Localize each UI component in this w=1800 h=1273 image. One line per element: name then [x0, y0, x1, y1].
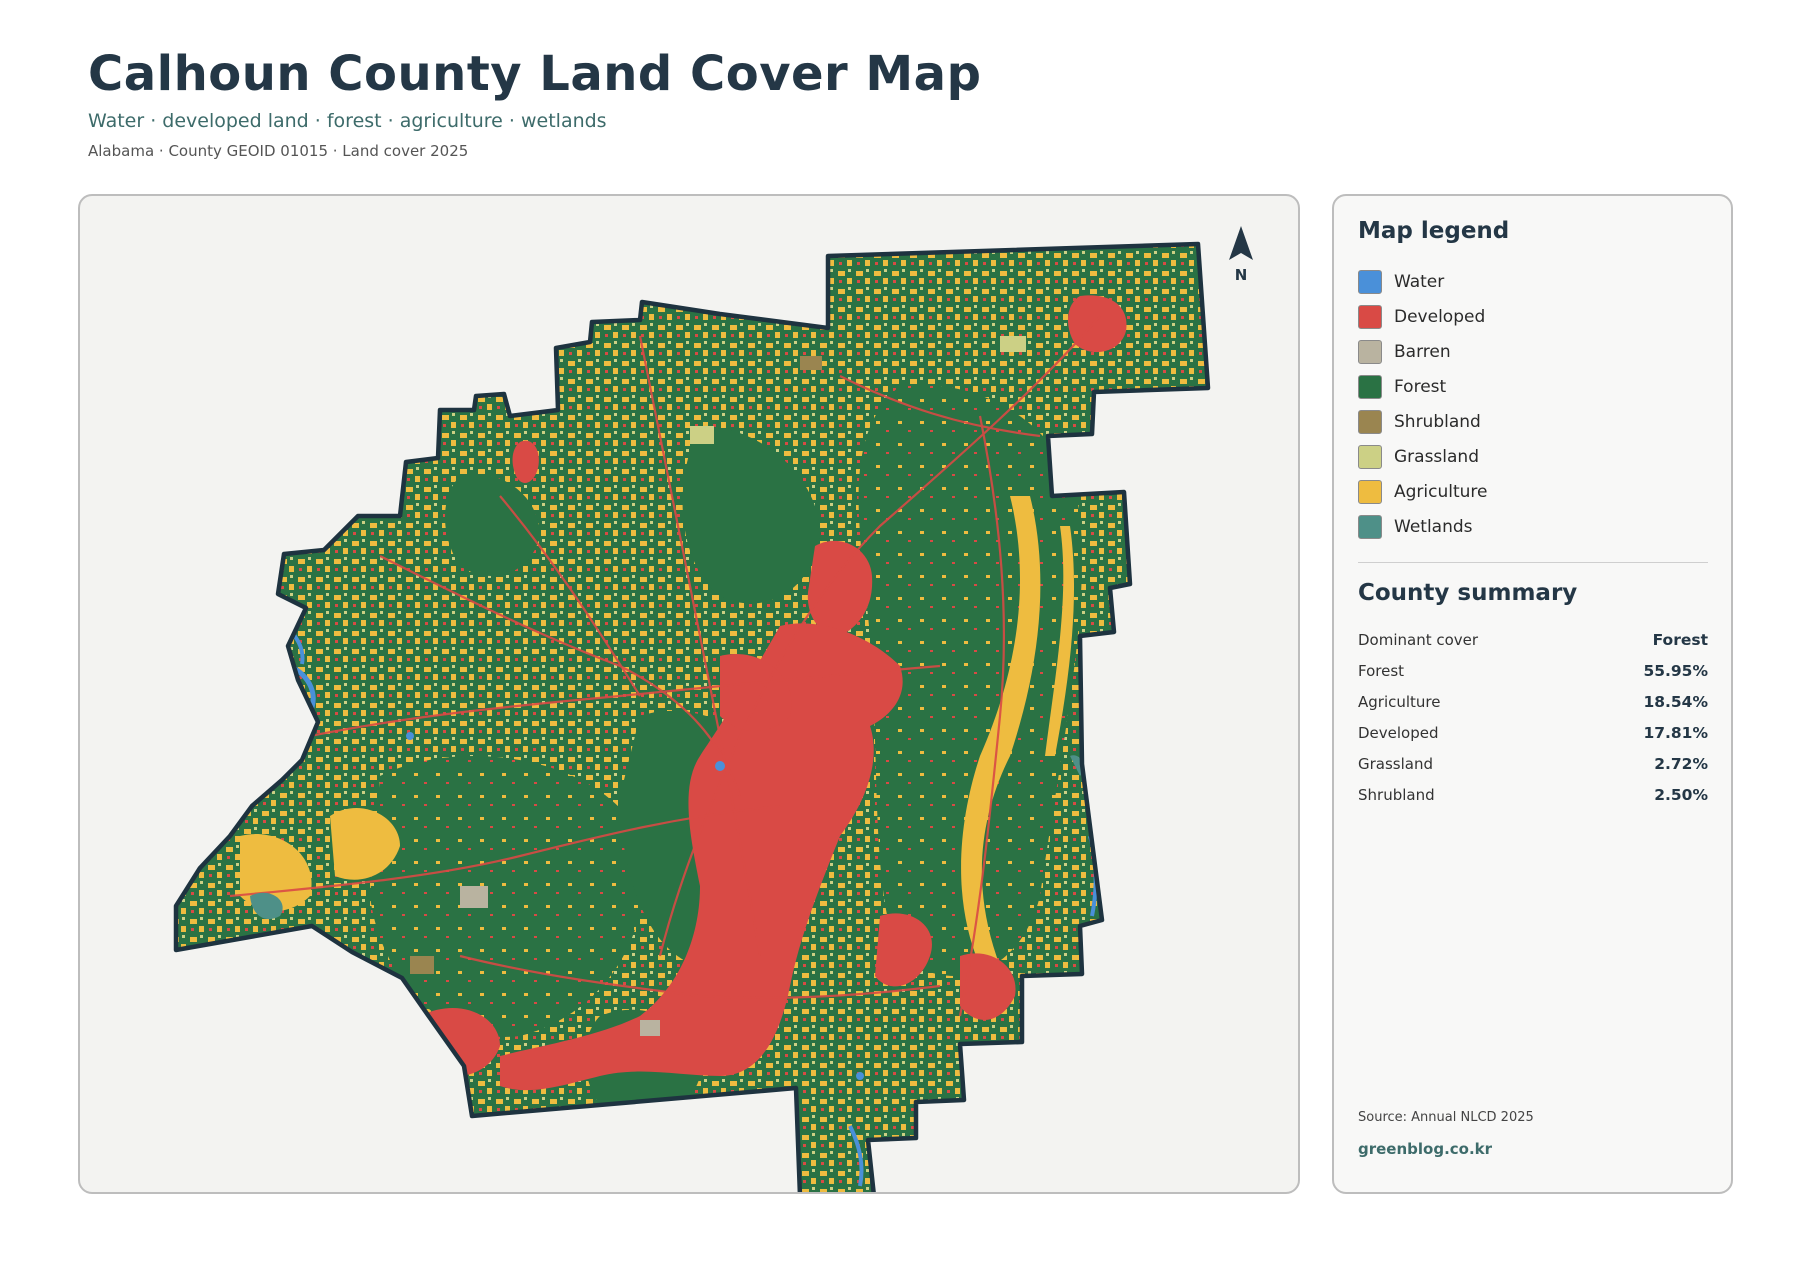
legend-label: Agriculture [1394, 481, 1488, 502]
agriculture-swatch [1358, 479, 1382, 504]
source-note: Source: Annual NLCD 2025 [1358, 1110, 1534, 1125]
summary-row: Shrubland 2.50% [1358, 779, 1708, 810]
north-arrow-icon [1229, 226, 1253, 260]
summary-row: Developed 17.81% [1358, 717, 1708, 748]
map-panel[interactable]: N [78, 194, 1300, 1194]
summary-key: Shrubland [1358, 785, 1435, 804]
legend-title: Map legend [1358, 218, 1510, 244]
legend-item-water: Water [1358, 264, 1488, 299]
summary-key: Forest [1358, 661, 1405, 680]
summary-value: 17.81% [1643, 723, 1708, 742]
summary-value: 2.72% [1654, 754, 1708, 773]
summary-value: 2.50% [1654, 785, 1708, 804]
land-cover-map[interactable] [80, 196, 1300, 1194]
page-title: Calhoun County Land Cover Map [88, 46, 982, 102]
water-swatch [1358, 269, 1382, 294]
legend-item-grassland: Grassland [1358, 439, 1488, 474]
forest-swatch [1358, 374, 1382, 399]
legend-label: Grassland [1394, 446, 1479, 467]
grassland-swatch [1358, 444, 1382, 469]
land-cover-raster [176, 244, 1208, 1192]
legend-label: Shrubland [1394, 411, 1481, 432]
legend-label: Wetlands [1394, 516, 1473, 537]
site-link[interactable]: greenblog.co.kr [1358, 1140, 1493, 1158]
summary-row: Agriculture 18.54% [1358, 686, 1708, 717]
legend-list: Water Developed Barren Forest Shrubland … [1358, 264, 1488, 544]
legend-label: Forest [1394, 376, 1447, 397]
legend-item-wetlands: Wetlands [1358, 509, 1488, 544]
legend-label: Barren [1394, 341, 1451, 362]
page-subtitle: Water · developed land · forest · agricu… [88, 110, 607, 132]
legend-label: Water [1394, 271, 1445, 292]
side-panel: Map legend Water Developed Barren Forest… [1332, 194, 1733, 1194]
legend-item-agriculture: Agriculture [1358, 474, 1488, 509]
header: Calhoun County Land Cover Map Water · de… [88, 46, 981, 160]
summary-key: Dominant cover [1358, 630, 1479, 649]
divider [1358, 562, 1708, 563]
summary-title: County summary [1358, 580, 1578, 606]
summary-value: 55.95% [1643, 661, 1708, 680]
shrubland-swatch [1358, 409, 1382, 434]
wetlands-swatch [1358, 514, 1382, 539]
north-label: N [1234, 266, 1248, 284]
legend-label: Developed [1394, 306, 1486, 327]
legend-item-forest: Forest [1358, 369, 1488, 404]
summary-value: 18.54% [1643, 692, 1708, 711]
developed-swatch [1358, 304, 1382, 329]
summary-row: Forest 55.95% [1358, 655, 1708, 686]
summary-table: Dominant cover Forest Forest 55.95% Agri… [1358, 624, 1708, 810]
summary-row: Dominant cover Forest [1358, 624, 1708, 655]
summary-row: Grassland 2.72% [1358, 748, 1708, 779]
north-indicator: N [1226, 226, 1256, 284]
legend-item-developed: Developed [1358, 299, 1488, 334]
legend-item-shrubland: Shrubland [1358, 404, 1488, 439]
summary-key: Agriculture [1358, 692, 1441, 711]
summary-key: Grassland [1358, 754, 1433, 773]
page-meta: Alabama · County GEOID 01015 · Land cove… [88, 142, 469, 160]
summary-key: Developed [1358, 723, 1439, 742]
barren-swatch [1358, 339, 1382, 364]
legend-item-barren: Barren [1358, 334, 1488, 369]
summary-value: Forest [1652, 630, 1708, 649]
